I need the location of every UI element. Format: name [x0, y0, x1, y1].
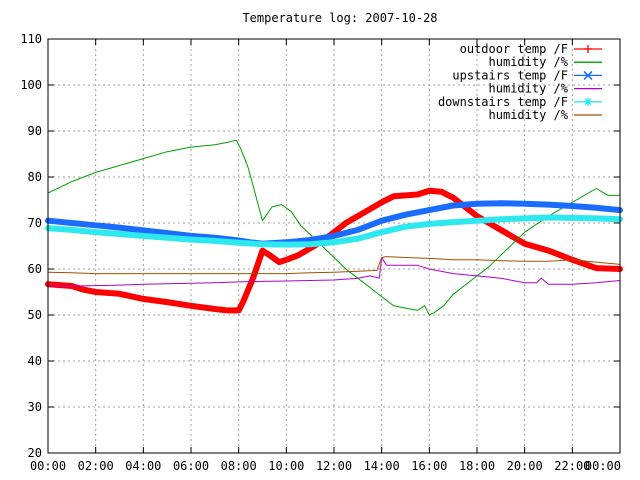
- x-tick-label: 02:00: [78, 459, 114, 473]
- x-tick-label: 06:00: [173, 459, 209, 473]
- series-line-1: [45, 187, 623, 314]
- y-tick-label: 100: [20, 78, 42, 92]
- x-tick-label: 16:00: [411, 459, 447, 473]
- legend-marker-star: [584, 97, 592, 106]
- series-line-3: [45, 200, 623, 247]
- axis-ticks: 20 30 40 50 60 70 80 90 100 110 00:00 02:00 04:00 06:…: [20, 32, 621, 473]
- legend-label-6: humidity /%: [489, 108, 569, 122]
- x-tick-label: 00:00: [585, 459, 621, 473]
- y-tick-label: 20: [28, 446, 42, 460]
- plot-frame: [47, 38, 621, 454]
- legend-marker-cross: [583, 70, 593, 80]
- y-tick-label: 80: [28, 170, 42, 184]
- y-tick-label: 60: [28, 262, 42, 276]
- x-tick-label: 22:00: [554, 459, 590, 473]
- y-tick-label: 50: [28, 308, 42, 322]
- y-tick-label: 70: [28, 216, 42, 230]
- chart-title: Temperature log: 2007-10-28: [242, 11, 437, 25]
- x-tick-label: 10:00: [268, 459, 304, 473]
- legend-marker-plus: [584, 45, 592, 53]
- x-tick-label: 12:00: [316, 459, 352, 473]
- series-line-6: [47, 256, 621, 275]
- series-line-4: [47, 257, 621, 287]
- x-tick-label: 20:00: [507, 459, 543, 473]
- y-tick-label: 90: [28, 124, 42, 138]
- x-tick-label: 04:00: [125, 459, 161, 473]
- series-line-5: [45, 214, 623, 248]
- x-tick-label: 08:00: [221, 459, 257, 473]
- x-tick-label: 00:00: [30, 459, 66, 473]
- series-lines: [45, 139, 623, 316]
- legend-label-1: outdoor temp /F: [460, 42, 568, 56]
- x-tick-label: 14:00: [364, 459, 400, 473]
- legend-label-5: downstairs temp /F: [438, 95, 568, 109]
- y-tick-label: 30: [28, 400, 42, 414]
- x-tick-label: 18:00: [459, 459, 495, 473]
- y-tick-label: 110: [20, 32, 42, 46]
- legend-label-3: upstairs temp /F: [452, 68, 568, 82]
- legend-label-2: humidity /%: [489, 55, 569, 69]
- legend-label-4: humidity /%: [489, 82, 569, 96]
- y-tick-label: 40: [28, 354, 42, 368]
